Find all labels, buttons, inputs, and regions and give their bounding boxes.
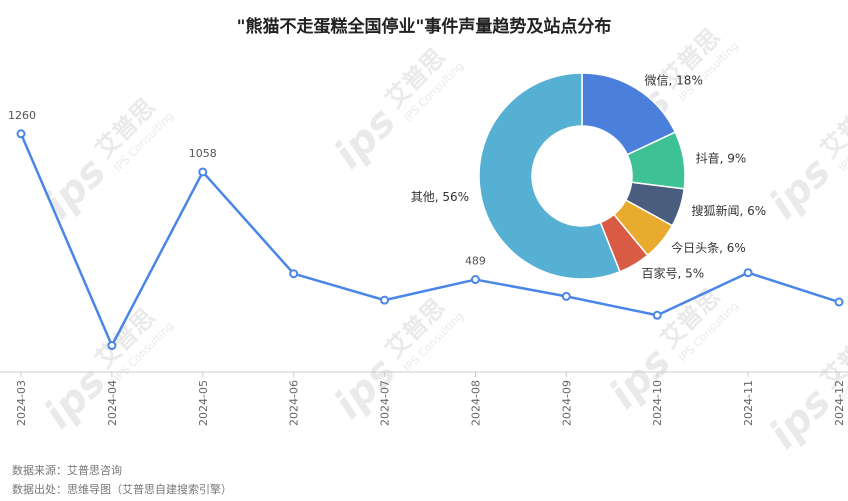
- x-tick-label: 2024-05: [197, 380, 210, 426]
- data-point: [834, 297, 844, 307]
- x-tick-label: 2024-12: [833, 380, 846, 426]
- data-point: [107, 341, 117, 351]
- data-label: 1260: [8, 109, 36, 122]
- donut-chart: 微信, 18% 抖音, 9% 搜狐新闻, 6% 今日头条, 6% 百家号, 5% 其他, …: [411, 72, 766, 280]
- x-tick-label: 2024-06: [288, 380, 301, 426]
- source-note: 数据来源：艾普思咨询: [12, 464, 122, 477]
- pie-slice-label: 抖音, 9%: [696, 150, 747, 165]
- watermark-logo: ips: [36, 149, 115, 228]
- source-origin-note: 数据出处：思维导图（艾普思自建搜索引擎）: [12, 483, 232, 496]
- x-tick-label: 2024-11: [742, 380, 755, 426]
- x-tick-label: 2024-08: [469, 380, 482, 426]
- pie-slice-label: 今日头条, 6%: [671, 240, 746, 255]
- watermark-logo: ips: [36, 359, 115, 438]
- pie-slice-label: 搜狐新闻, 6%: [691, 203, 766, 218]
- watermark-logo: ips: [761, 149, 840, 228]
- series-line: [19, 133, 840, 347]
- data-point: [470, 275, 480, 285]
- watermark-logo: ips: [761, 379, 840, 458]
- data-point: [289, 269, 299, 279]
- pie-slice: [478, 72, 621, 280]
- chart-title: "熊猫不走蛋糕全国停业"事件声量趋势及站点分布: [236, 17, 612, 37]
- x-tick-label: 2024-03: [15, 380, 28, 426]
- pie-slice-label: 百家号, 5%: [642, 265, 705, 280]
- watermark-logo: ips: [326, 349, 405, 428]
- x-tick-label: 2024-07: [379, 380, 392, 426]
- line-chart: 2024-03 2024-04 2024-05 2024-06 2024-07 2024-…: [0, 109, 848, 426]
- watermark-brand: 艾普思: [815, 93, 848, 164]
- watermark-logo: ips: [601, 339, 680, 418]
- data-label: 1058: [189, 147, 217, 160]
- data-point: [16, 129, 26, 139]
- data-point: [743, 268, 753, 278]
- data-point: [652, 310, 662, 320]
- data-point: [380, 295, 390, 305]
- x-tick-label: 2024-04: [106, 380, 119, 426]
- x-tick-label: 2024-09: [560, 380, 573, 426]
- x-tick-label: 2024-10: [651, 380, 664, 426]
- pie-slice-label: 其他, 56%: [411, 190, 469, 204]
- data-point: [198, 167, 208, 177]
- watermark-logo: ips: [326, 99, 405, 178]
- data-label: 489: [465, 255, 486, 268]
- data-point: [561, 291, 571, 301]
- pie-slice-label: 微信, 18%: [645, 74, 703, 88]
